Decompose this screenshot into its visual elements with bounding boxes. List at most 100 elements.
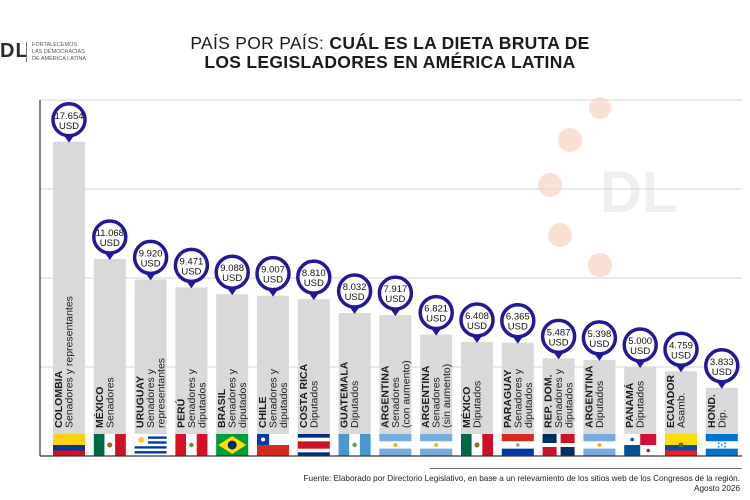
- bar-category-label: URUGUAYSenadores yrepresentantes: [135, 358, 168, 428]
- value-badge: [581, 320, 618, 356]
- flag-icon: [338, 434, 371, 456]
- value-badge: [336, 273, 373, 309]
- bar-category-label: ARGENTINADiputados: [583, 365, 606, 428]
- footer-divider: [430, 468, 742, 469]
- chamber-label: diputados: [523, 382, 535, 428]
- flag-icon: [216, 434, 249, 456]
- bar: [53, 141, 85, 457]
- logo-divider: [26, 42, 27, 62]
- title-main: CUÁL ES LA DIETA BRUTA DE: [329, 33, 590, 53]
- flag-icon: [379, 434, 412, 456]
- data-label-unit: USD: [141, 258, 161, 269]
- decor-dot: [589, 97, 611, 119]
- chamber-label: Senadores: [104, 377, 116, 428]
- data-label-value: 5.487: [547, 327, 571, 338]
- bar-category-label: HOND.Dip.: [706, 394, 729, 428]
- bar: [379, 315, 412, 456]
- data-label-value: 6.365: [506, 312, 530, 323]
- data-label-unit: USD: [222, 273, 242, 284]
- bar-group: COLOMBIASenadores y representantes 17.654…: [51, 102, 87, 457]
- value-badge: [540, 318, 577, 355]
- bar-category-label: ARGENTINASenadores(sin aumento): [420, 364, 453, 428]
- title-second-line: LOS LEGISLADORES EN AMÉRICA LATINA: [204, 52, 576, 72]
- data-label-unit: USD: [385, 294, 405, 305]
- chamber-label: Diputados: [635, 381, 647, 428]
- value-badge: [255, 255, 291, 292]
- source-date: Agosto 2026: [694, 484, 740, 493]
- decor-dot: [558, 128, 582, 152]
- data-label-unit: USD: [467, 321, 487, 332]
- data-label-unit: USD: [426, 314, 446, 325]
- country-name: BRASIL: [216, 388, 228, 428]
- bar-category-label: COSTA RICADiputados: [298, 363, 321, 428]
- title-prefix: PAÍS POR PAÍS:: [190, 33, 330, 53]
- flag-icon: [542, 434, 575, 456]
- country-name: COLOMBIA: [53, 370, 65, 428]
- chamber-label: diputados: [278, 382, 290, 428]
- value-badge: [214, 254, 250, 290]
- chamber-label: Diputados: [472, 381, 484, 428]
- value-badge: [704, 348, 740, 384]
- data-label-unit: USD: [181, 266, 201, 277]
- country-name: CHILE: [257, 397, 269, 429]
- data-label-unit: USD: [549, 337, 569, 348]
- data-label-unit: USD: [712, 367, 732, 378]
- chart-title: PAÍS POR PAÍS: CUÁL ES LA DIETA BRUTA DE…: [120, 34, 660, 72]
- bar-category-label: MÉXICOSenadores: [93, 377, 117, 428]
- logo-mark: DL: [0, 40, 29, 62]
- chamber-label: Senadores y representantes: [64, 296, 76, 428]
- bar: [93, 258, 126, 456]
- value-badge: [173, 247, 210, 284]
- country-name: HOND.: [706, 394, 718, 428]
- value-badge: [296, 259, 332, 295]
- data-label-value: 3.833: [710, 357, 734, 368]
- country-name: COSTA RICA: [298, 363, 310, 428]
- flag-icon: [461, 434, 493, 456]
- bar: [297, 299, 330, 456]
- data-label-unit: USD: [508, 322, 528, 333]
- bar-category-label: PANAMÁDiputados: [623, 381, 647, 428]
- flag-icon: [257, 434, 289, 456]
- bar-category-label: REP. DOM.Senadores ydiputados: [543, 368, 576, 428]
- flag-icon: [175, 434, 208, 456]
- country-name: PARAGUAY: [502, 370, 514, 428]
- bar: [338, 313, 371, 456]
- value-badge: [459, 302, 495, 338]
- data-label-unit: USD: [100, 238, 120, 249]
- chamber-label: Diputados: [308, 381, 320, 428]
- country-name: MÉXICO: [93, 387, 106, 428]
- flag-icon: [705, 434, 738, 456]
- data-label-unit: USD: [59, 121, 79, 132]
- bar: [134, 279, 167, 456]
- decor-dot: [588, 253, 612, 277]
- data-label-value: 11.068: [96, 228, 124, 239]
- decor-dot: [538, 173, 562, 197]
- chart-bars: COLOMBIASenadores y representantes17.654…: [51, 102, 740, 457]
- data-label-value: 9.920: [139, 248, 163, 259]
- source-text: Fuente: Elaborado por Directorio Legisla…: [303, 474, 740, 483]
- chamber-label: Senadores y: [268, 368, 280, 428]
- chamber-label: representantes: [156, 358, 168, 428]
- country-name: PERÚ: [174, 399, 187, 428]
- bar-category-label: MÉXICODiputados: [460, 381, 484, 428]
- value-badge: [663, 331, 699, 368]
- country-name: ARGENTINA: [583, 365, 595, 428]
- bar-category-label: PERÚSenadores ydiputados: [174, 368, 208, 428]
- country-name: MÉXICO: [460, 387, 473, 428]
- watermark-decoration: DL: [538, 97, 677, 277]
- chamber-label: Senadores y: [553, 368, 565, 428]
- flag-icon: [297, 434, 330, 456]
- bar: [175, 287, 208, 456]
- chamber-label: Diputados: [594, 381, 606, 428]
- data-label-value: 6.821: [424, 304, 448, 315]
